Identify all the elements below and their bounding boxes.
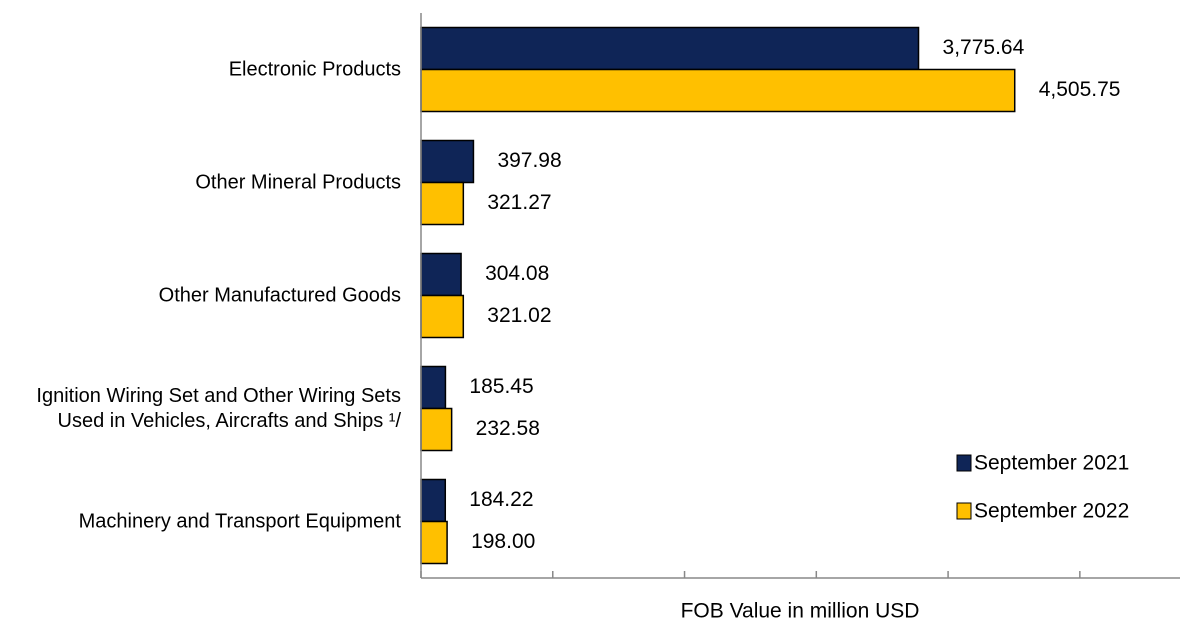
legend-swatch: [956, 454, 972, 472]
bar: [420, 139, 475, 184]
legend-label: September 2022: [974, 500, 1129, 523]
value-label: 4,505.75: [1039, 78, 1121, 101]
value-label: 304.08: [485, 262, 549, 285]
y-tick-label: Other Mineral Products: [195, 171, 401, 193]
bar: [420, 520, 448, 565]
bar: [420, 68, 1016, 113]
value-label: 232.58: [476, 417, 540, 440]
legend-swatch: [956, 502, 972, 520]
y-tick-label: Electronic Products: [228, 58, 401, 80]
value-label: 397.98: [497, 149, 561, 172]
value-label: 321.02: [487, 304, 551, 327]
bar: [420, 407, 453, 452]
bar: [420, 478, 447, 523]
value-label: 3,775.64: [943, 36, 1025, 59]
y-tick-label: Other Manufactured Goods: [158, 284, 401, 306]
value-label: 321.27: [487, 191, 551, 214]
bar: [420, 26, 920, 71]
x-axis-label: FOB Value in million USD: [681, 600, 920, 623]
bar: [420, 294, 465, 339]
y-tick-label: Machinery and Transport Equipment: [78, 510, 401, 532]
bar: [420, 181, 465, 226]
y-tick-label: Ignition Wiring Set and Other Wiring Set…: [36, 384, 401, 432]
value-label: 184.22: [469, 488, 533, 511]
value-label: 198.00: [471, 530, 535, 553]
bar: [420, 365, 447, 410]
bar: [420, 252, 462, 297]
legend-label: September 2021: [974, 452, 1129, 475]
value-label: 185.45: [469, 375, 533, 398]
